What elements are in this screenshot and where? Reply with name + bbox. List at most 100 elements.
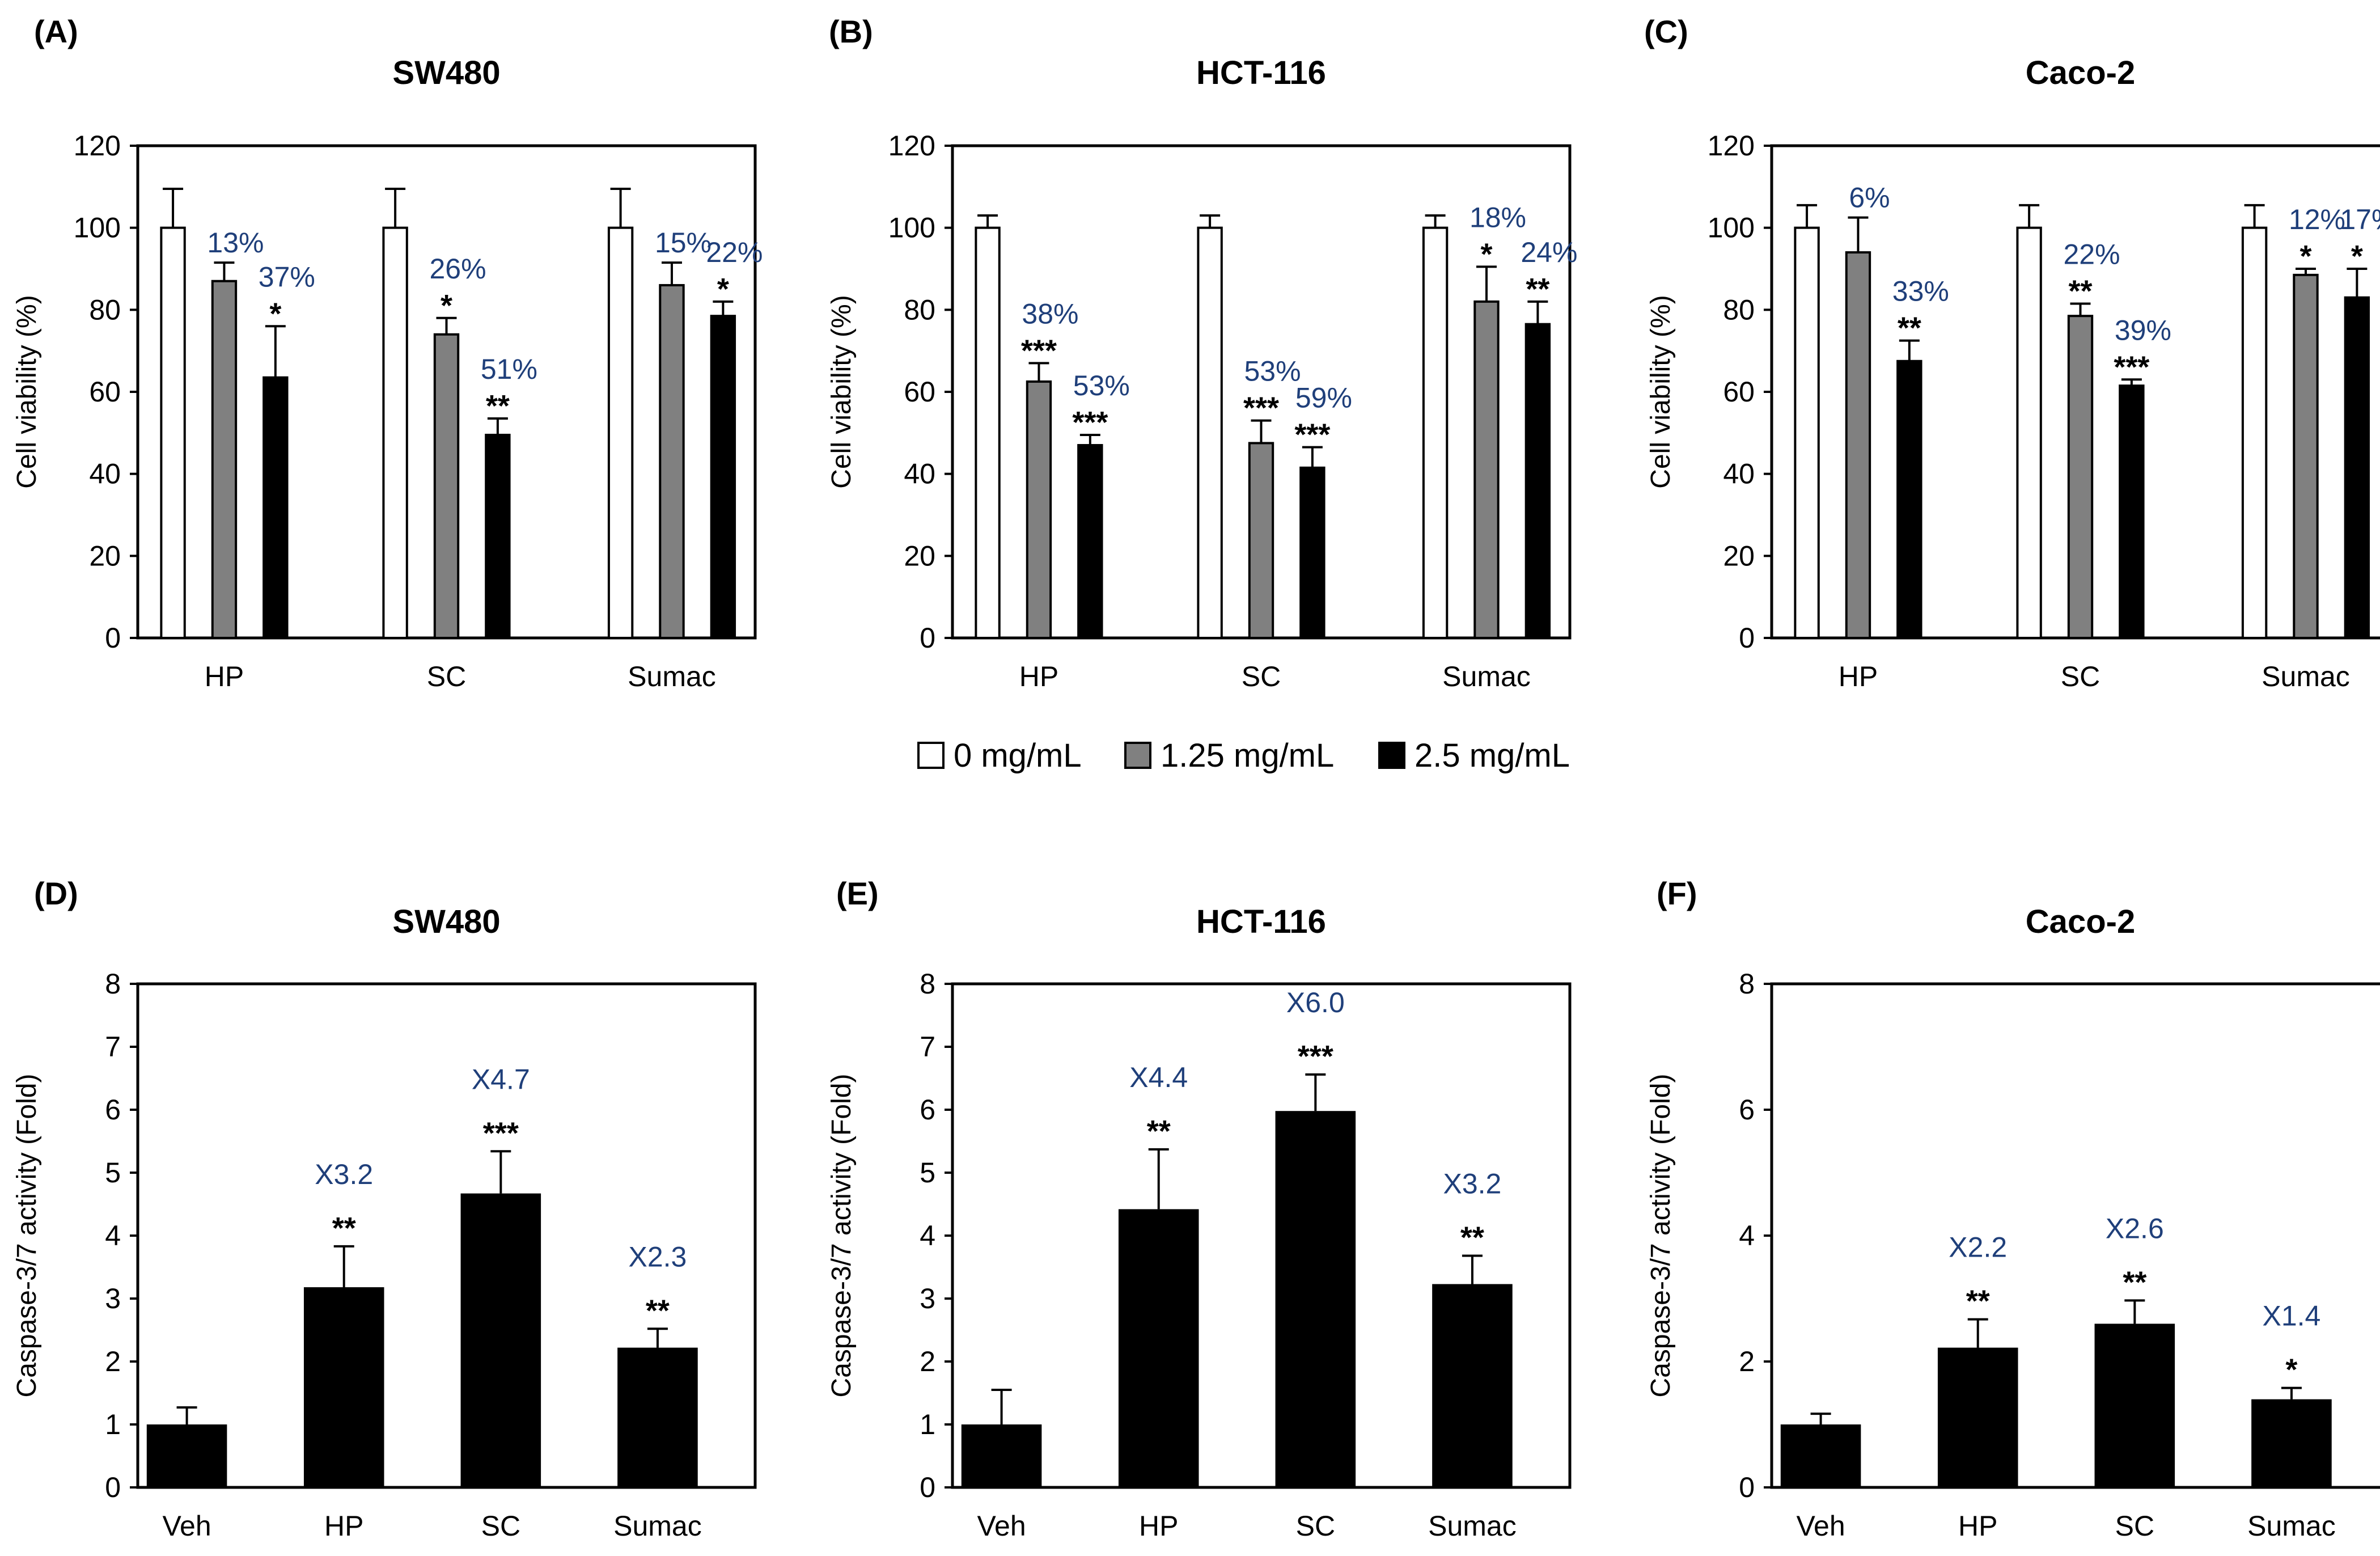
bar-2-5-mg-ml — [1077, 444, 1103, 639]
significance-mark: ** — [1898, 311, 1921, 345]
x-tick-label: HP — [1958, 1510, 1997, 1542]
bar-1-25-mg-ml — [1845, 251, 1871, 640]
significance-mark: * — [717, 272, 729, 306]
y-tick-label: 80 — [904, 294, 935, 325]
significance-mark: *** — [1021, 333, 1057, 367]
y-tick-label: 7 — [105, 1031, 121, 1063]
y-tick-label: 5 — [920, 1157, 935, 1189]
inhibition-label: 38% — [1022, 298, 1078, 329]
y-tick-label: 80 — [89, 294, 121, 325]
bar — [460, 1193, 541, 1487]
x-tick-label: Sumac — [613, 1510, 702, 1542]
y-tick-label: 2 — [105, 1346, 121, 1377]
inhibition-label: 59% — [1295, 382, 1352, 414]
panel-label: (D) — [34, 876, 78, 911]
y-tick-label: 5 — [105, 1157, 121, 1189]
bar-1-25-mg-ml — [1473, 300, 1500, 639]
chart-panel-2: (B) HCT-116 0 20 40 60 80 100 120 Cell viability … — [827, 14, 1577, 692]
y-tick-label: 40 — [1723, 458, 1755, 490]
chart-title: HCT-116 — [1196, 54, 1326, 91]
chart-panel-1: (A) SW480 0 20 40 60 80 100 120 Cell viability (%… — [12, 14, 763, 692]
bar-2-5-mg-ml — [710, 315, 736, 639]
bar-1-25-mg-ml — [1026, 380, 1052, 640]
y-tick-label: 100 — [1708, 212, 1755, 244]
x-tick-label: SC — [427, 661, 466, 692]
y-tick-label: 1 — [105, 1409, 121, 1440]
y-tick-label: 6 — [105, 1094, 121, 1126]
bar-2-5-mg-ml — [2119, 384, 2145, 640]
x-tick-label: Sumac — [2262, 661, 2350, 692]
y-tick-label: 3 — [105, 1283, 121, 1314]
y-tick-label: 2 — [1739, 1346, 1755, 1377]
inhibition-label: 22% — [706, 236, 763, 268]
y-tick-label: 0 — [920, 1472, 935, 1503]
bar-0-mg-ml — [1794, 226, 1820, 639]
panel-label: (F) — [1657, 876, 1697, 911]
chart-panel-3: (C) Caco-2 0 20 40 60 80 100 120 Cell viability (… — [1644, 14, 2380, 692]
bar — [961, 1424, 1042, 1487]
x-tick-label: SC — [481, 1510, 520, 1542]
significance-mark: *** — [1294, 418, 1330, 452]
significance-mark: *** — [2114, 350, 2149, 384]
y-tick-label: 100 — [74, 212, 121, 244]
inhibition-label: 24% — [1521, 236, 1577, 268]
inhibition-label: 37% — [259, 261, 315, 293]
y-tick-label: 6 — [1739, 1094, 1755, 1126]
y-tick-label: 80 — [1723, 294, 1755, 325]
y-tick-label: 0 — [1739, 622, 1755, 654]
y-tick-label: 120 — [74, 130, 121, 162]
x-tick-label: SC — [1296, 1510, 1335, 1542]
legend-label: 2.5 mg/mL — [1415, 737, 1570, 774]
bar-1-25-mg-ml — [1248, 442, 1274, 640]
significance-mark: ** — [1966, 1284, 1990, 1318]
y-tick-label: 0 — [1739, 1472, 1755, 1503]
chart-title: Caco-2 — [2026, 54, 2135, 91]
y-tick-label: 4 — [105, 1220, 121, 1251]
x-tick-label: SC — [2061, 661, 2100, 692]
inhibition-label: 39% — [2115, 314, 2171, 346]
bar-1-25-mg-ml — [2293, 273, 2319, 640]
fold-change-label: X2.3 — [629, 1241, 687, 1272]
significance-mark: ** — [486, 389, 510, 423]
x-tick-label: HP — [205, 661, 244, 692]
inhibition-label: 17% — [2340, 204, 2380, 235]
y-tick-label: 8 — [105, 968, 121, 1000]
significance-mark: * — [2299, 239, 2311, 273]
inhibition-label: 53% — [1073, 370, 1130, 401]
significance-mark: ** — [1526, 272, 1549, 306]
bar-2-5-mg-ml — [1524, 323, 1551, 639]
bar-2-5-mg-ml — [262, 376, 289, 640]
bar-1-25-mg-ml — [659, 284, 685, 639]
fold-change-label: X2.6 — [2106, 1212, 2164, 1244]
panel-label: (E) — [836, 876, 879, 911]
x-tick-label: HP — [1839, 661, 1878, 692]
x-tick-label: HP — [1139, 1510, 1178, 1542]
legend-swatch — [917, 742, 945, 769]
bar-0-mg-ml — [160, 226, 186, 639]
chart-title: HCT-116 — [1196, 903, 1326, 940]
legend-swatch — [1378, 742, 1405, 769]
bar-2-5-mg-ml — [485, 433, 511, 639]
x-tick-label: Veh — [1796, 1510, 1845, 1542]
inhibition-label: 6% — [1849, 182, 1890, 214]
bar — [2094, 1324, 2175, 1487]
inhibition-label: 51% — [481, 353, 537, 385]
y-tick-label: 60 — [904, 376, 935, 408]
legend-swatch — [1124, 742, 1151, 769]
y-tick-label: 0 — [105, 622, 121, 654]
x-tick-label: HP — [324, 1510, 363, 1542]
y-axis-label: Caspase-3/7 activity (Fold) — [12, 1074, 42, 1398]
x-tick-label: Sumac — [2247, 1510, 2336, 1542]
panel-label: (A) — [34, 14, 78, 49]
inhibition-label: 15% — [655, 227, 712, 259]
y-tick-label: 120 — [1708, 130, 1755, 162]
y-tick-label: 40 — [89, 458, 121, 490]
significance-mark: * — [2351, 239, 2363, 273]
bar — [1275, 1111, 1356, 1487]
inhibition-label: 33% — [1892, 276, 1949, 307]
significance-mark: *** — [1243, 391, 1279, 425]
significance-mark: *** — [1072, 405, 1108, 439]
y-tick-label: 0 — [105, 1472, 121, 1503]
y-tick-label: 20 — [904, 540, 935, 572]
inhibition-label: 22% — [2063, 238, 2120, 270]
